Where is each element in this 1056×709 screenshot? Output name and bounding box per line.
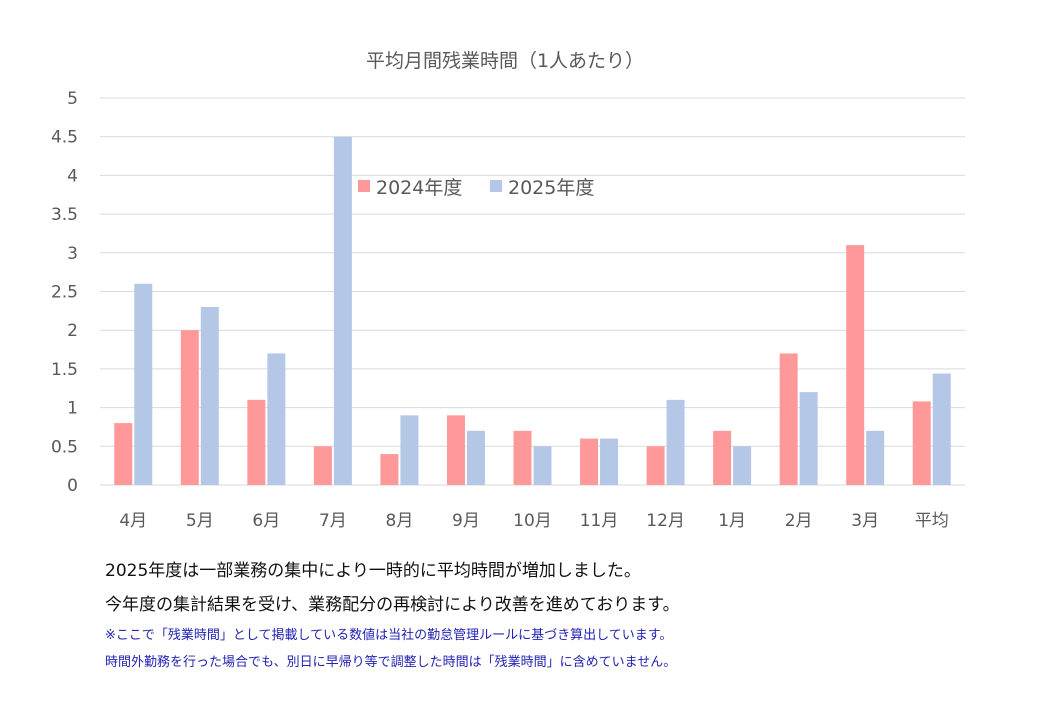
bar-2025年度-2月 bbox=[799, 392, 818, 485]
x-tick-label: 4月 bbox=[119, 511, 147, 531]
bar-2025年度-1月 bbox=[733, 446, 752, 485]
bar-2024年度-10月 bbox=[513, 430, 532, 485]
bar-2025年度-6月 bbox=[267, 353, 286, 485]
bar-2024年度-5月 bbox=[180, 330, 199, 485]
x-tick-label: 平均 bbox=[915, 511, 949, 531]
y-tick-label: 4 bbox=[67, 166, 78, 186]
bar-2024年度-3月 bbox=[846, 245, 865, 485]
y-tick-label: 5 bbox=[67, 89, 78, 109]
x-tick-label: 12月 bbox=[646, 511, 685, 531]
bar-2025年度-平均 bbox=[932, 373, 951, 485]
y-tick-label: 3 bbox=[67, 244, 78, 264]
x-tick-label: 5月 bbox=[186, 511, 214, 531]
x-tick-label: 1月 bbox=[718, 511, 746, 531]
note-line-2: 今年度の集計結果を受け、業務配分の再検討により改善を進めております。 bbox=[105, 595, 680, 615]
y-tick-label: 0.5 bbox=[51, 437, 78, 457]
bar-2024年度-6月 bbox=[247, 399, 266, 485]
bar-2025年度-11月 bbox=[600, 438, 619, 485]
legend-label: 2025年度 bbox=[508, 177, 594, 199]
bar-2025年度-8月 bbox=[400, 415, 419, 485]
bar-2025年度-7月 bbox=[333, 136, 352, 485]
bar-2025年度-5月 bbox=[200, 306, 219, 485]
y-tick-label: 1 bbox=[67, 399, 78, 419]
y-tick-label: 4.5 bbox=[51, 128, 78, 148]
footnote-line-1: ※ここで「残業時間」として掲載している数値は当社の勤怠管理ルールに基づき算出して… bbox=[105, 628, 673, 643]
y-tick-label: 3.5 bbox=[51, 205, 78, 225]
bar-2024年度-12月 bbox=[646, 446, 665, 485]
legend-swatch bbox=[358, 180, 370, 192]
bar-2024年度-1月 bbox=[713, 430, 732, 485]
y-tick-label: 2.5 bbox=[51, 283, 78, 303]
bar-2025年度-4月 bbox=[134, 283, 153, 485]
bar-2025年度-3月 bbox=[866, 430, 885, 485]
y-tick-label: 1.5 bbox=[51, 360, 78, 380]
x-tick-label: 7月 bbox=[319, 511, 347, 531]
bar-2025年度-9月 bbox=[466, 430, 485, 485]
footnote-line-2: 時間外勤務を行った場合でも、別日に早帰り等で調整した時間は「残業時間」に含めてい… bbox=[105, 655, 677, 670]
bar-2024年度-9月 bbox=[446, 415, 465, 485]
bar-2025年度-10月 bbox=[533, 446, 552, 485]
x-tick-label: 2月 bbox=[785, 511, 813, 531]
bar-2024年度-11月 bbox=[580, 438, 599, 485]
bar-2025年度-12月 bbox=[666, 399, 685, 485]
x-tick-label: 3月 bbox=[851, 511, 879, 531]
bar-2024年度-2月 bbox=[779, 353, 798, 485]
note-line-1: 2025年度は一部業務の集中により一時的に平均時間が増加しました。 bbox=[105, 561, 641, 581]
bar-2024年度-平均 bbox=[912, 401, 931, 485]
x-tick-label: 9月 bbox=[452, 511, 480, 531]
y-tick-label: 0 bbox=[67, 476, 78, 496]
bar-2024年度-8月 bbox=[380, 454, 399, 485]
chart-title: 平均月間残業時間（1人あたり） bbox=[366, 50, 644, 72]
x-tick-label: 11月 bbox=[580, 511, 619, 531]
x-tick-label: 10月 bbox=[513, 511, 552, 531]
legend-swatch bbox=[490, 180, 502, 192]
x-tick-label: 8月 bbox=[386, 511, 414, 531]
x-tick-label: 6月 bbox=[252, 511, 280, 531]
bar-2024年度-7月 bbox=[313, 446, 332, 485]
y-tick-label: 2 bbox=[67, 321, 78, 341]
bar-2024年度-4月 bbox=[114, 423, 133, 485]
legend-label: 2024年度 bbox=[376, 177, 462, 199]
